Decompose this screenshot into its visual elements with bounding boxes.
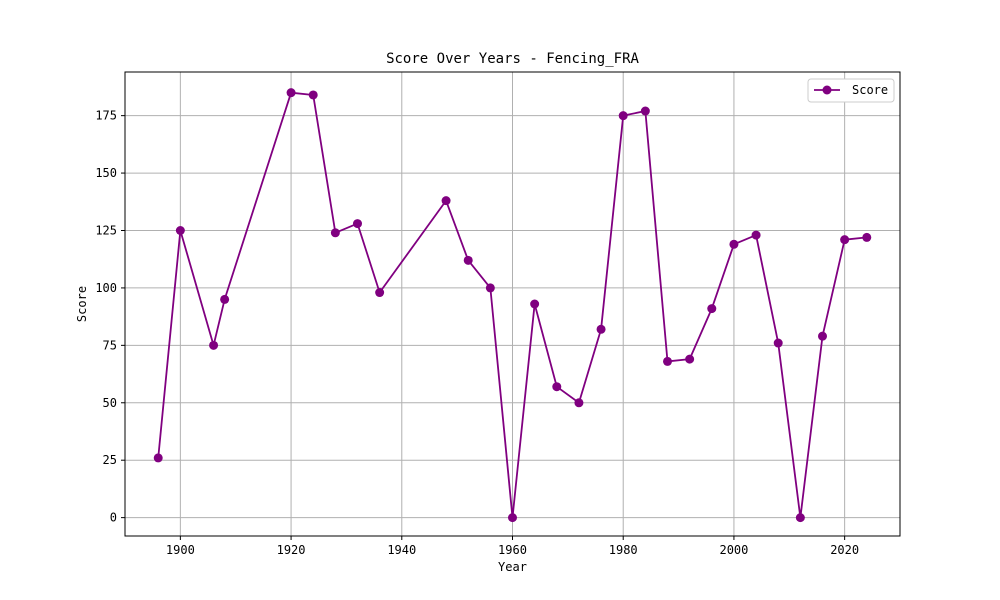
x-tick-label: 1940: [387, 543, 416, 557]
y-tick-label: 175: [95, 109, 117, 123]
y-tick-label: 50: [103, 396, 117, 410]
data-point: [175, 225, 185, 235]
data-point: [508, 513, 517, 523]
legend-marker: [822, 85, 832, 95]
x-tick-label: 1920: [277, 543, 306, 557]
data-point: [729, 239, 739, 249]
data-point: [795, 513, 805, 523]
data-point: [463, 255, 473, 265]
x-tick-label: 2020: [830, 543, 859, 557]
legend-label: Score: [852, 83, 888, 97]
data-point: [818, 331, 827, 341]
data-point: [596, 324, 606, 334]
data-point: [153, 453, 163, 463]
y-tick-label: 75: [103, 338, 117, 352]
data-point: [375, 288, 385, 298]
data-point: [640, 106, 650, 116]
data-point: [663, 356, 672, 366]
y-tick-label: 100: [95, 281, 117, 295]
series-layer: [153, 88, 872, 523]
data-point: [441, 196, 451, 206]
data-point: [552, 382, 562, 392]
x-axis-ticks: 1900 1920 1940 1960 1980 2000 2020: [166, 536, 859, 557]
legend: Score: [807, 78, 895, 103]
data-point: [485, 283, 495, 293]
x-axis-title: Year: [498, 560, 527, 574]
data-point: [574, 398, 584, 408]
data-point: [220, 294, 230, 304]
x-tick-label: 1980: [609, 543, 638, 557]
data-point: [330, 228, 340, 238]
data-point: [862, 232, 872, 242]
y-axis-title: Score: [75, 286, 89, 322]
y-tick-label: 125: [95, 223, 117, 237]
y-axis-ticks: 0 25 50 75 100 125 150 175: [95, 109, 125, 525]
y-tick-label: 150: [95, 166, 117, 180]
data-point: [685, 354, 695, 364]
legend-box: [807, 78, 895, 103]
data-point: [618, 111, 628, 121]
data-point: [353, 219, 362, 229]
x-tick-label: 1900: [166, 543, 195, 557]
data-point: [530, 299, 540, 309]
chart-title: Score Over Years - Fencing_FRA: [386, 51, 639, 67]
x-tick-label: 2000: [719, 543, 748, 557]
grid-lines: [125, 72, 900, 536]
data-point: [286, 88, 296, 98]
x-tick-label: 1960: [498, 543, 527, 557]
data-point: [308, 90, 318, 100]
data-point: [840, 235, 850, 245]
data-point: [209, 340, 219, 350]
data-point: [751, 230, 761, 240]
data-point: [707, 304, 717, 314]
data-point: [773, 338, 783, 348]
y-tick-label: 0: [110, 511, 117, 525]
y-tick-label: 25: [103, 453, 117, 467]
